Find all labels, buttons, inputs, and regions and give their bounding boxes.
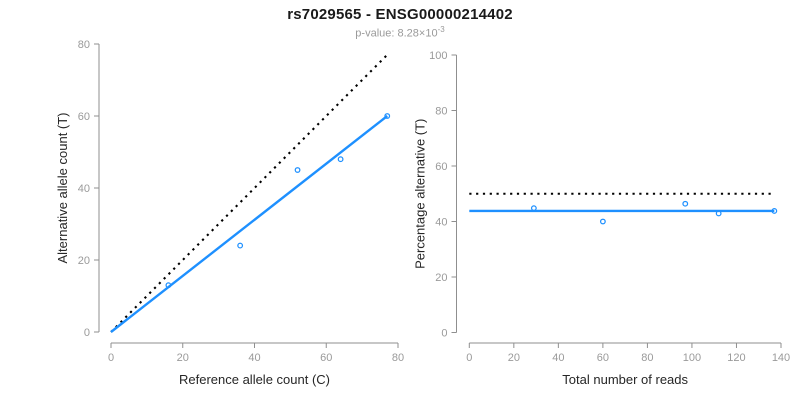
y-tick-label: 0 (84, 327, 90, 339)
x-tick-label: 80 (392, 352, 404, 364)
y-tick-label: 80 (78, 39, 90, 51)
data-point (715, 210, 722, 217)
y-axis-label: Percentage alternative (T) (413, 119, 428, 269)
x-tick-label: 60 (320, 352, 332, 364)
x-axis-label: Total number of reads (562, 372, 688, 387)
x-tick-label: 40 (552, 352, 564, 364)
x-tick-label: 0 (108, 352, 114, 364)
data-point (294, 167, 301, 173)
y-axis-label: Alternative allele count (T) (55, 112, 70, 263)
y-tick-label: 0 (441, 328, 447, 340)
figure-title: rs7029565 - ENSG00000214402 (287, 6, 513, 23)
y-tick-label: 40 (78, 183, 90, 195)
x-tick-label: 140 (772, 352, 790, 364)
pvalue-exponent: -3 (437, 25, 445, 34)
x-tick-label: 120 (727, 352, 745, 364)
x-tick-label: 0 (466, 352, 472, 364)
y-tick-label: 40 (435, 217, 447, 229)
data-point (237, 242, 244, 249)
x-tick-label: 80 (641, 352, 653, 364)
data-point (530, 205, 537, 212)
y-tick-label: 60 (78, 111, 90, 123)
data-point (599, 218, 606, 225)
data-point (384, 113, 391, 119)
y-tick-label: 20 (78, 255, 90, 267)
data-point (337, 156, 344, 163)
y-tick-label: 20 (435, 272, 447, 284)
plot-ref-vs-alt-counts: 0 20 40 60 80 0 20 40 60 80 Reference allele count… (55, 39, 404, 387)
x-tick-label: 20 (508, 352, 520, 364)
data-point (165, 282, 172, 289)
figure-subtitle: p-value: 8.28×10-3 (0, 25, 800, 40)
y-tick-label: 100 (429, 50, 447, 62)
identity-line (110, 54, 388, 333)
x-tick-label: 60 (597, 352, 609, 364)
pvalue-label: p-value: 8.28×10 (355, 27, 438, 40)
y-tick-label: 60 (435, 161, 447, 173)
data-point (771, 208, 778, 214)
fit-line (110, 115, 388, 333)
y-tick-label: 80 (435, 106, 447, 118)
data-point (682, 200, 689, 207)
x-tick-label: 100 (683, 352, 701, 364)
x-tick-label: 20 (177, 352, 189, 364)
x-tick-label: 40 (248, 352, 260, 364)
x-axis-label: Reference allele count (C) (179, 372, 330, 387)
plot-reads-vs-percentage: 0 20 40 60 80 100 120 140 0 20 40 60 80 100 Total numb… (413, 50, 791, 387)
